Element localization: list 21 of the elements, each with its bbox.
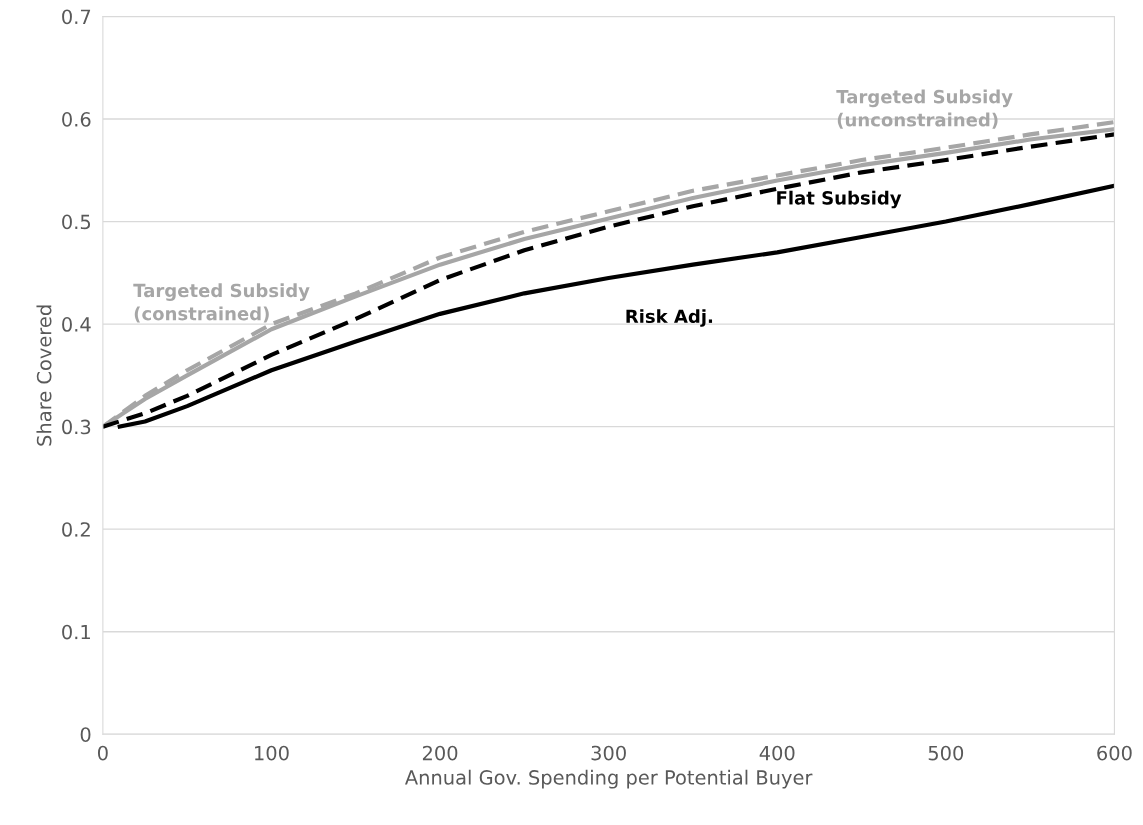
x-tick-label: 600	[1097, 745, 1132, 761]
y-tick-label: 0.5	[62, 214, 91, 230]
y-tick-label: 0.7	[62, 9, 91, 25]
x-tick-label: 0	[97, 745, 108, 761]
y-tick-label: 0.2	[62, 522, 90, 537]
y-tick-label: 0.3	[62, 419, 91, 435]
y-tick-label: 0	[80, 727, 91, 742]
series-label: Targeted Subsidy (constrained)	[133, 283, 310, 323]
x-tick-label: 100	[255, 745, 289, 761]
x-tick-label: 400	[759, 745, 795, 761]
x-tick-label: 300	[591, 745, 626, 761]
series-label: Risk Adj.	[626, 309, 713, 327]
y-tick-label: 0.6	[62, 111, 91, 127]
x-axis-title: Annual Gov. Spending per Potential Buyer	[404, 769, 813, 789]
y-axis-title: Share Covered	[36, 305, 52, 446]
series-label: Targeted Subsidy (unconstrained)	[836, 89, 1013, 129]
series-label: Flat Subsidy	[777, 190, 902, 209]
y-tick-label: 0.4	[62, 317, 91, 332]
x-tick-label: 500	[928, 745, 964, 761]
x-tick-label: 200	[422, 745, 458, 761]
y-tick-label: 0.1	[62, 624, 90, 640]
